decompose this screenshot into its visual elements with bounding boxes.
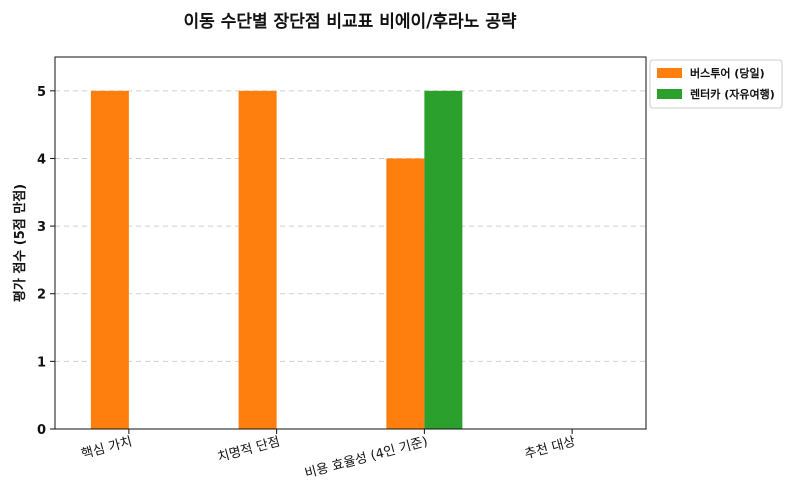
legend-label: 렌터카 (자유여행) <box>690 87 775 101</box>
legend-swatch <box>657 68 682 78</box>
bar-1-1 <box>90 90 129 430</box>
y-tick-label: 3 <box>37 220 46 235</box>
bars <box>90 90 463 430</box>
x-tick-label: 비용 효율성 (4인 기준) <box>303 434 429 481</box>
plot-frame <box>54 56 647 430</box>
y-axis-label: 평가 점수 (5점 만점) <box>12 184 28 302</box>
y-tick-label: 4 <box>37 152 46 167</box>
bar-1-3 <box>386 158 425 430</box>
y-tick-label: 5 <box>37 85 46 100</box>
bar-2-3 <box>424 90 463 430</box>
x-tick-label: 추천 대상 <box>523 434 577 462</box>
legend-box <box>649 59 783 109</box>
x-tick-label: 치명적 단점 <box>216 434 282 465</box>
legend-swatch <box>657 89 682 99</box>
chart-title: 이동 수단별 장단점 비교표 비에이/후라노 공략 <box>184 11 517 32</box>
y-tick-label: 1 <box>37 355 46 370</box>
y-tick-label: 2 <box>37 288 46 303</box>
y-axis-ticks: 0 1 2 3 4 5 <box>37 85 55 438</box>
legend-label: 버스투어 (당일) <box>690 66 765 80</box>
bar-1-2 <box>238 90 277 430</box>
gridlines <box>55 90 646 362</box>
x-tick-label: 핵심 가치 <box>80 434 134 462</box>
x-axis-ticks: 핵심 가치 치명적 단점 비용 효율성 (4인 기준) 추천 대상 <box>80 429 577 482</box>
y-tick-label: 0 <box>37 423 46 438</box>
legend: 버스투어 (당일) 렌터카 (자유여행) <box>649 59 783 109</box>
